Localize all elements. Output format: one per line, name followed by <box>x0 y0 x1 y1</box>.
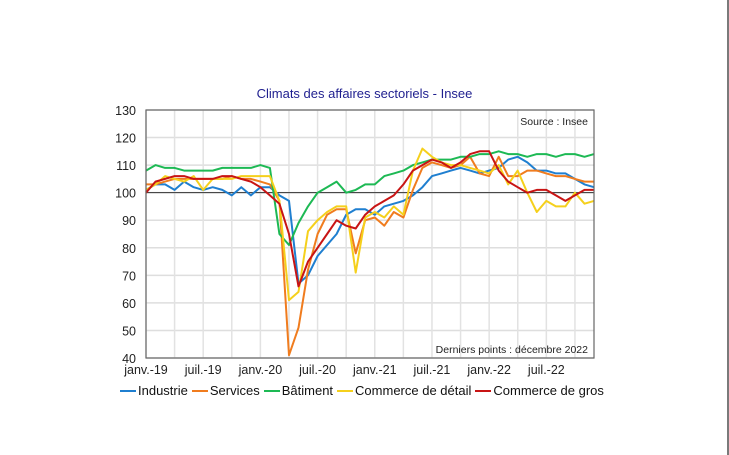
legend-item-industrie[interactable]: Industrie <box>120 383 188 398</box>
legend: Industrie Services Bâtiment Commerce de … <box>120 383 604 398</box>
window-edge-bar <box>727 0 729 455</box>
svg-text:130: 130 <box>115 104 136 118</box>
series-line-commerce-de-détail <box>145 147 595 302</box>
svg-text:janv.-22: janv.-22 <box>466 363 511 377</box>
svg-text:120: 120 <box>115 132 136 146</box>
last-points-note: Derniers points : décembre 2022 <box>436 344 588 356</box>
svg-text:110: 110 <box>116 159 136 173</box>
svg-text:100: 100 <box>115 187 136 201</box>
chart-title: Climats des affaires sectoriels - Insee <box>256 86 473 101</box>
gridlines <box>145 109 594 359</box>
svg-text:80: 80 <box>122 242 136 256</box>
svg-text:70: 70 <box>122 269 136 283</box>
legend-label: Commerce de détail <box>355 383 472 398</box>
series-line-bâtiment <box>145 150 595 246</box>
legend-label: Industrie <box>138 383 188 398</box>
series-lines <box>145 147 595 357</box>
y-axis-ticks: 40 50 60 70 80 90 100 110 120 130 <box>115 104 136 366</box>
legend-item-commerce-detail[interactable]: Commerce de détail <box>337 383 471 398</box>
legend-swatch <box>475 389 492 392</box>
x-axis-ticks: janv.-19 juil.-19 janv.-20 juil.-20 janv.-21… <box>123 363 565 377</box>
legend-item-services[interactable]: Services <box>191 383 260 398</box>
source-note: Source : Insee <box>520 116 588 128</box>
svg-text:janv.-21: janv.-21 <box>352 363 397 377</box>
svg-text:juil.-19: juil.-19 <box>184 363 222 377</box>
svg-text:janv.-20: janv.-20 <box>238 363 283 377</box>
series-line-commerce-de-gros <box>145 150 594 288</box>
svg-text:juil.-21: juil.-21 <box>413 363 451 377</box>
legend-swatch <box>337 389 354 392</box>
svg-text:40: 40 <box>122 352 136 366</box>
svg-text:juil.-22: juil.-22 <box>527 363 565 377</box>
legend-label: Commerce de gros <box>493 383 604 398</box>
legend-item-commerce-gros[interactable]: Commerce de gros <box>475 383 604 398</box>
series-line-industrie <box>145 155 595 285</box>
svg-text:janv.-19: janv.-19 <box>123 363 168 377</box>
plot-frame <box>145 109 595 359</box>
legend-label: Services <box>209 383 260 398</box>
svg-text:juil.-20: juil.-20 <box>298 363 336 377</box>
svg-text:90: 90 <box>122 214 136 228</box>
legend-swatch <box>191 389 208 392</box>
svg-text:50: 50 <box>122 324 136 338</box>
legend-label: Bâtiment <box>281 383 334 398</box>
legend-swatch <box>263 389 280 392</box>
legend-swatch <box>120 389 136 392</box>
legend-item-batiment[interactable]: Bâtiment <box>263 383 334 398</box>
svg-text:60: 60 <box>122 297 136 311</box>
